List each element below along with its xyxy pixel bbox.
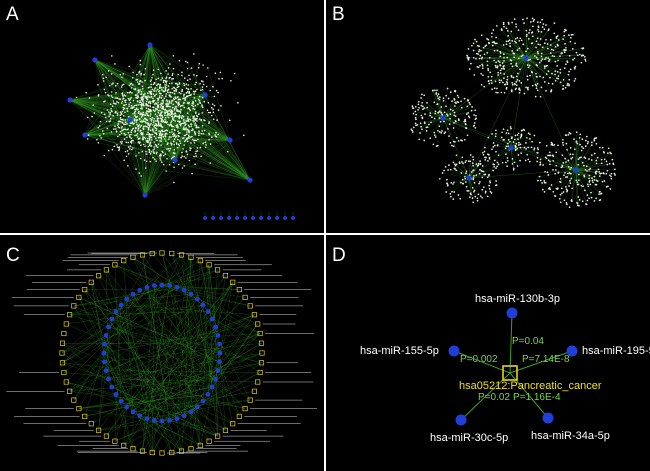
mirna-ring-c [101, 282, 223, 424]
mirna-node-34a [542, 412, 554, 424]
network-c [6, 250, 317, 456]
mirna-node-195 [566, 345, 578, 357]
pathway-node [502, 365, 518, 381]
gene-nodes-a [75, 53, 245, 184]
panel-b-label: B [332, 4, 345, 25]
edge-195 [509, 350, 573, 374]
mirna-node-155 [448, 345, 460, 357]
panel-a: A [0, 0, 324, 233]
panel-d-label: D [332, 245, 346, 266]
network-d [448, 307, 578, 426]
network-b [410, 17, 616, 209]
p-value-30c: P=0.02 [478, 392, 510, 403]
edge-130b [509, 312, 513, 374]
pathway-label: hsa05212:Pancreatic_cancer [459, 380, 602, 392]
panel-c-label: C [6, 245, 20, 266]
network-a [67, 42, 295, 220]
panel-d: D hsa-miR-130b-3p hsa-miR-195-5p hsa-miR… [326, 235, 650, 471]
gene-nodes-b [410, 17, 616, 209]
p-value-155: P=0.002 [460, 354, 498, 365]
edges-c [61, 252, 263, 454]
panel-a-label: A [6, 4, 19, 25]
mirna-node-130b [506, 307, 518, 319]
edges-b [412, 18, 615, 206]
edges-a [69, 44, 294, 218]
p-value-34a: P=1.16E-4 [513, 392, 561, 403]
mirna-node-30c [455, 414, 467, 426]
mirna-label-195: hsa-miR-195-5p [582, 345, 650, 357]
mirna-label-30c: hsa-miR-30c-5p [430, 432, 509, 444]
p-value-195: P=7.14E-8 [522, 354, 570, 365]
mirna-hubs-b [440, 55, 579, 181]
label-strokes-c [6, 252, 317, 454]
panel-b: B [326, 0, 650, 233]
p-value-130b: P=0.04 [512, 336, 544, 347]
panel-c: C [0, 235, 324, 471]
edge-30c [460, 372, 511, 421]
mirna-label-155: hsa-miR-155-5p [360, 345, 439, 357]
mirna-label-34a: hsa-miR-34a-5p [531, 430, 610, 442]
pathway-ring-c [59, 250, 265, 456]
edge-155 [453, 350, 511, 374]
mirna-hubs-a [67, 42, 295, 220]
mirna-label-130b: hsa-miR-130b-3p [475, 293, 560, 305]
